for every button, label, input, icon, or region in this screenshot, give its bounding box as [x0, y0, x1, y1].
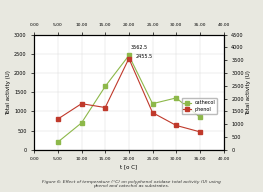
Y-axis label: Total activity (U): Total activity (U)	[246, 70, 251, 115]
cathecol	[80, 122, 83, 124]
phenol	[198, 131, 201, 133]
cathecol	[127, 54, 130, 57]
phenol	[80, 103, 83, 105]
phenol	[127, 57, 130, 60]
cathecol	[151, 103, 154, 105]
Line: cathecol: cathecol	[56, 54, 202, 144]
Text: Figure 6: Effect of temperature (°C) on polyphenol oxidase total activity (U) us: Figure 6: Effect of temperature (°C) on …	[42, 180, 221, 188]
cathecol	[175, 97, 178, 99]
Text: 2455.5: 2455.5	[136, 54, 153, 59]
X-axis label: t [o C]: t [o C]	[120, 164, 138, 169]
Line: phenol: phenol	[56, 57, 202, 134]
phenol	[151, 112, 154, 114]
phenol	[56, 118, 59, 120]
Y-axis label: Total activity (U): Total activity (U)	[6, 70, 11, 115]
Text: 3562.5: 3562.5	[130, 45, 148, 50]
cathecol	[198, 116, 201, 118]
Legend: cathecol, phenol: cathecol, phenol	[181, 98, 217, 114]
cathecol	[104, 85, 107, 88]
phenol	[104, 106, 107, 109]
cathecol	[56, 141, 59, 143]
phenol	[175, 124, 178, 127]
